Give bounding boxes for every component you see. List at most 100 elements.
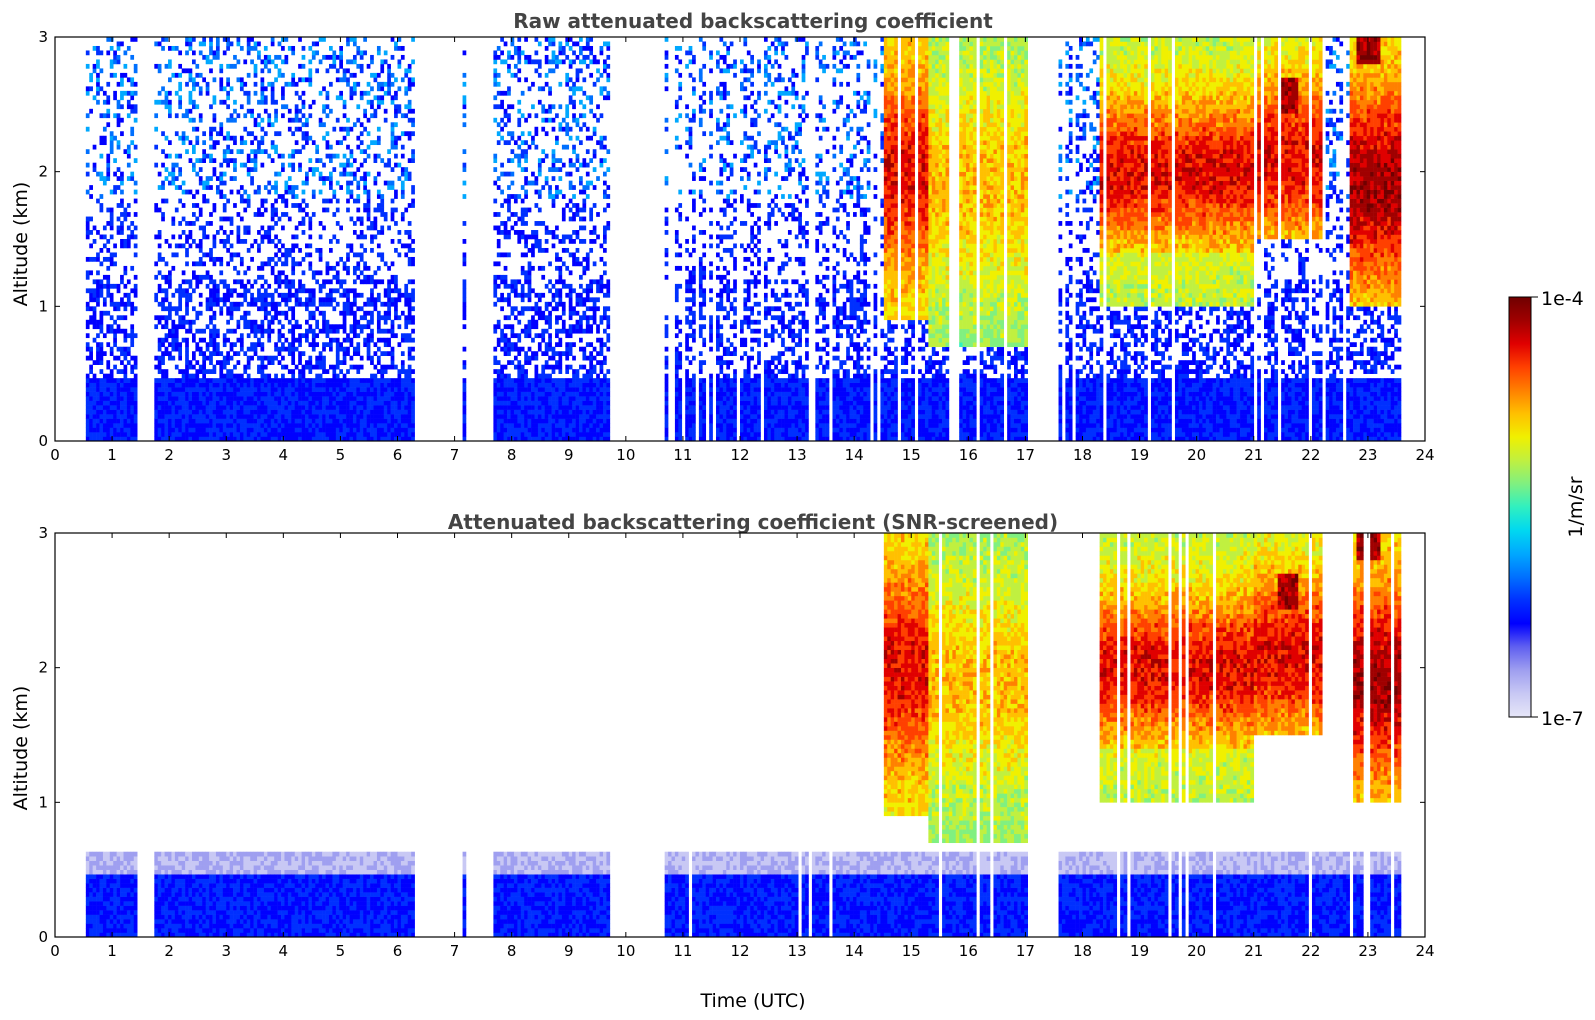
heatmap-cell: [178, 432, 183, 437]
heatmap-cell: [287, 436, 292, 441]
heatmap-cell: [253, 423, 258, 428]
heatmap-cell: [411, 198, 415, 204]
heatmap-cell: [537, 171, 542, 177]
heatmap-cell: [383, 409, 388, 415]
heatmap-cell: [195, 261, 200, 267]
heatmap-cell: [404, 423, 409, 428]
heatmap-cell: [493, 50, 498, 56]
heatmap-cell: [565, 203, 570, 208]
heatmap-cell: [250, 400, 254, 406]
heatmap-cell: [239, 396, 244, 401]
heatmap-cell: [575, 158, 580, 163]
heatmap-cell: [270, 239, 275, 244]
heatmap-cell: [178, 153, 183, 159]
heatmap-cell: [212, 113, 217, 119]
heatmap-cell: [387, 396, 391, 401]
heatmap-cell: [394, 108, 398, 114]
heatmap-cell: [277, 279, 282, 285]
heatmap-cell: [281, 400, 285, 406]
heatmap-cell: [558, 391, 563, 397]
heatmap-cell: [572, 373, 576, 379]
heatmap-cell: [305, 252, 309, 258]
heatmap-cell: [308, 423, 313, 428]
heatmap-cell: [380, 400, 385, 406]
heatmap-cell: [99, 279, 104, 285]
heatmap-cell: [198, 301, 203, 307]
heatmap-cell: [568, 391, 573, 397]
heatmap-cell: [493, 346, 498, 352]
heatmap-cell: [123, 409, 128, 415]
heatmap-cell: [178, 221, 183, 226]
heatmap-cell: [507, 63, 511, 69]
heatmap-cell: [493, 95, 498, 101]
heatmap-cell: [346, 346, 350, 352]
heatmap-cell: [171, 405, 176, 410]
heatmap-cell: [185, 310, 189, 316]
heatmap-cell: [510, 324, 515, 330]
heatmap-cell: [267, 68, 272, 74]
heatmap-cell: [503, 351, 508, 357]
heatmap-cell: [291, 256, 296, 262]
heatmap-cell: [188, 234, 193, 240]
heatmap-cell: [531, 140, 535, 146]
heatmap-cell: [205, 387, 210, 392]
heatmap-cell: [366, 414, 371, 419]
heatmap-cell: [335, 95, 340, 101]
heatmap-cell: [291, 324, 296, 330]
heatmap-cell: [168, 436, 172, 441]
heatmap-cell: [260, 301, 265, 307]
heatmap-cell: [311, 436, 316, 441]
heatmap-cell: [503, 405, 508, 410]
heatmap-cell: [335, 364, 340, 370]
heatmap-cell: [212, 207, 217, 213]
heatmap-cell: [373, 423, 378, 428]
heatmap-cell: [106, 95, 111, 101]
heatmap-cell: [305, 297, 309, 303]
heatmap-cell: [243, 310, 248, 316]
heatmap-cell: [527, 297, 532, 303]
heatmap-cell: [291, 72, 296, 78]
heatmap-cell: [209, 256, 213, 262]
heatmap-cell: [253, 212, 258, 217]
heatmap-cell: [154, 382, 159, 388]
heatmap-cell: [544, 405, 549, 410]
heatmap-cell: [284, 418, 289, 424]
heatmap-cell: [322, 409, 326, 415]
heatmap-cell: [236, 396, 241, 401]
heatmap-cell: [106, 274, 111, 280]
heatmap-cell: [274, 409, 278, 415]
heatmap-cell: [106, 342, 111, 348]
heatmap-cell: [575, 297, 580, 303]
heatmap-cell: [404, 400, 409, 406]
heatmap-cell: [229, 423, 234, 428]
heatmap-cell: [370, 409, 374, 415]
heatmap-cell: [274, 436, 278, 441]
heatmap-cell: [270, 328, 275, 334]
heatmap-cell: [544, 45, 549, 51]
heatmap-cell: [174, 113, 179, 119]
heatmap-cell: [96, 355, 100, 361]
heatmap-cell: [109, 427, 114, 433]
heatmap-cell: [335, 180, 340, 186]
heatmap-cell: [359, 391, 364, 397]
heatmap-cell: [394, 113, 398, 119]
heatmap-cell: [96, 387, 100, 392]
heatmap-cell: [178, 99, 183, 105]
heatmap-cell: [346, 265, 350, 271]
heatmap-cell: [510, 382, 515, 388]
heatmap-cell: [558, 265, 563, 271]
heatmap-cell: [198, 436, 203, 441]
heatmap-cell: [555, 158, 559, 163]
heatmap-cell: [496, 239, 501, 244]
heatmap-cell: [579, 427, 583, 433]
heatmap-cell: [500, 99, 504, 105]
heatmap-cell: [109, 351, 114, 357]
heatmap-cell: [503, 342, 508, 348]
heatmap-cell: [356, 194, 361, 199]
heatmap-cell: [96, 90, 100, 96]
heatmap-cell: [315, 360, 320, 365]
heatmap-cell: [524, 149, 528, 155]
heatmap-cell: [181, 203, 186, 208]
heatmap-cell: [517, 369, 522, 374]
heatmap-cell: [376, 95, 381, 101]
